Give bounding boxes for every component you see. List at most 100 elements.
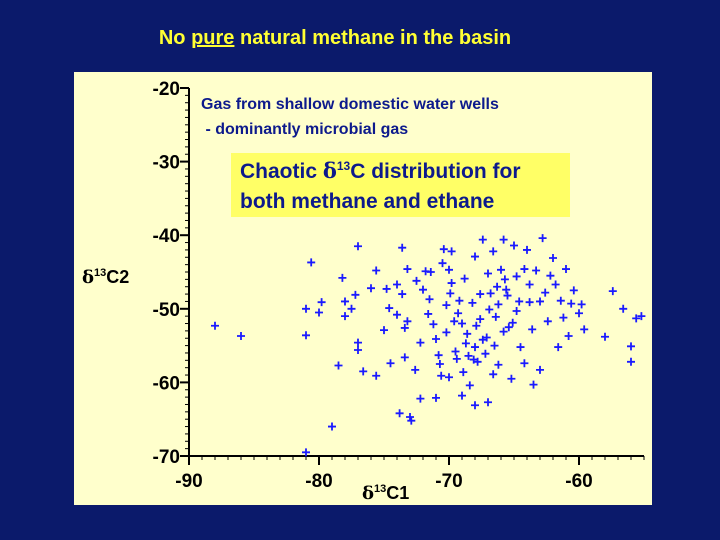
data-point (484, 398, 492, 407)
y-axis-delta: δ (82, 267, 94, 288)
y-tick-label: -20 (153, 79, 180, 100)
x-tick-label: -80 (305, 471, 332, 492)
callout-line-1-suffix: C distribution for (350, 160, 520, 183)
callout-line-1: Chaotic δ13C distribution for (240, 158, 521, 183)
data-point (341, 297, 349, 306)
data-point (569, 286, 578, 295)
data-point (507, 374, 516, 383)
data-point (500, 275, 509, 284)
data-point (411, 365, 420, 374)
data-point (419, 285, 427, 294)
title-emphasis: pure (191, 27, 235, 49)
data-point (302, 304, 310, 313)
x-axis-suffix: C1 (386, 483, 409, 503)
data-point (451, 347, 460, 356)
data-point (502, 285, 511, 294)
data-point (447, 279, 456, 288)
data-point (450, 317, 459, 326)
plot-layer: -20 -30 -40 -50 -60 -70 -90 -80 -70 -60 (153, 79, 646, 492)
data-point (515, 297, 524, 306)
data-point (493, 282, 502, 291)
data-point (426, 268, 435, 276)
data-point (465, 381, 474, 390)
data-point (458, 391, 466, 400)
data-point (398, 243, 407, 252)
data-point (347, 304, 356, 313)
data-point (529, 380, 538, 389)
data-point (472, 321, 481, 330)
data-point (398, 290, 407, 299)
data-point (489, 247, 498, 256)
data-point (538, 234, 547, 243)
data-point (482, 333, 491, 342)
data-point (494, 360, 503, 369)
data-point (351, 290, 360, 299)
data-point (541, 288, 550, 297)
data-point (437, 371, 446, 380)
data-point (461, 339, 470, 348)
y-tick-label: -70 (153, 447, 180, 468)
data-point (508, 318, 517, 327)
data-point (425, 295, 434, 304)
data-point (367, 284, 375, 293)
data-point (471, 343, 479, 352)
data-point (520, 265, 529, 274)
data-point (476, 315, 485, 324)
data-point (486, 289, 495, 298)
data-point (393, 280, 401, 289)
data-point (632, 314, 641, 323)
data-point (490, 341, 499, 350)
y-axis-suffix: C2 (106, 267, 129, 287)
slide-title: No pure natural methane in the basin (0, 27, 670, 50)
data-point (406, 412, 414, 421)
data-point (403, 265, 412, 274)
data-point (211, 321, 219, 330)
y-tick-label: -50 (153, 300, 180, 321)
data-point (525, 280, 534, 289)
x-axis-title: δ13C1 (362, 483, 409, 504)
data-point (478, 235, 487, 244)
data-point (372, 266, 381, 275)
data-point (432, 334, 440, 343)
data-point (494, 300, 503, 309)
data-point (559, 313, 568, 322)
data-point (338, 273, 347, 282)
data-point (442, 301, 451, 310)
data-point (504, 323, 513, 332)
data-point (567, 299, 576, 308)
data-point (445, 373, 453, 382)
data-point (463, 329, 472, 338)
data-point (400, 353, 409, 362)
callout-box (231, 153, 570, 217)
data-point (386, 359, 395, 368)
y-tick-label: -60 (153, 373, 180, 394)
data-point (432, 393, 440, 402)
data-point (546, 271, 555, 280)
data-point (499, 327, 508, 336)
data-point (497, 265, 505, 274)
data-point (359, 367, 368, 376)
x-tick-label: -70 (435, 471, 462, 492)
data-point (403, 317, 412, 326)
data-point (491, 312, 500, 321)
data-point (382, 284, 391, 293)
title-prefix: No (158, 27, 192, 49)
note-line-1: Gas from shallow domestic water wells (201, 96, 499, 113)
data-point (407, 416, 416, 425)
data-point (416, 338, 425, 347)
data-point (580, 325, 589, 334)
data-point (471, 401, 479, 410)
data-point (458, 319, 466, 328)
data-point (556, 296, 565, 305)
data-point (468, 298, 477, 307)
callout-delta: δ (323, 158, 337, 183)
data-point (380, 326, 388, 335)
data-point (459, 368, 468, 377)
data-point (481, 349, 490, 358)
data-point (446, 289, 455, 298)
data-point (307, 258, 316, 267)
data-point (445, 265, 453, 274)
y-tick-label: -40 (153, 226, 180, 247)
data-point (503, 291, 512, 300)
